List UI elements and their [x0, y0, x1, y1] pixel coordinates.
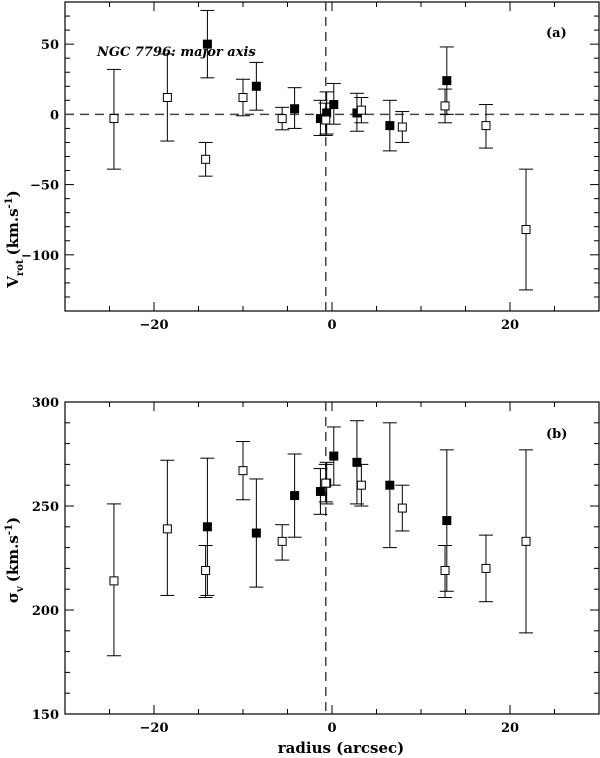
panel-b-velocity-dispersion: −20 0 20 300 250 200 150 (b) σv (km.s-1) radius…	[4, 396, 600, 757]
panel-a-open-square-point	[481, 121, 491, 131]
panel-a-ylabel-exp: -1	[4, 197, 15, 208]
panel-a-filled-square-point	[329, 100, 339, 110]
panel-b-plot-area: −20 0 20 300 250 200 150	[32, 396, 600, 736]
panel-b-y-axis-label: σv (km.s-1)	[4, 517, 26, 603]
panel-a-y-tick-label: −50	[30, 179, 59, 194]
panel-b-open-square-point	[440, 565, 450, 575]
panel-b-x-tick-label: −20	[140, 721, 169, 736]
panel-a-filled-square-point	[202, 39, 212, 49]
panel-b-filled-square-point	[385, 480, 395, 490]
panel-a-open-square-point	[321, 115, 331, 125]
panel-b-filled-square-point	[202, 522, 212, 532]
panel-a-ylabel-units: (km.s	[4, 208, 22, 255]
panel-b-open-square-point	[238, 466, 248, 476]
panel-a-open-square-point	[521, 225, 531, 235]
panel-a-filled-square-point	[290, 104, 300, 114]
panel-a-ylabel-close: )	[4, 190, 22, 197]
panel-a-open-square-point	[162, 93, 172, 103]
panel-b-ylabel-units: (km.s	[4, 535, 22, 582]
panel-a-y-tick-label: 0	[50, 108, 59, 123]
panel-a-y-tick-label: −100	[21, 249, 59, 264]
panel-a-x-tick-label: 20	[501, 318, 519, 333]
panel-b-y-tick-label: 200	[32, 604, 59, 619]
panel-a-open-square-point	[277, 114, 287, 124]
panel-b-open-square-point	[321, 478, 331, 488]
panel-a-annotation: NGC 7796: major axis	[96, 45, 256, 60]
panel-a-plot-area: −20 0 20 50 0 −50 −100	[21, 1, 600, 333]
panel-a-filled-square-point	[385, 121, 395, 131]
panel-b-open-square-point	[277, 536, 287, 546]
panel-b-open-square-point	[521, 536, 531, 546]
panel-b-filled-square-point	[329, 451, 339, 461]
panel-b-x-tick-label: 0	[327, 721, 336, 736]
panel-b-open-square-point	[109, 576, 119, 586]
panel-b-open-square-point	[201, 565, 211, 575]
panel-b-tag: (b)	[546, 427, 567, 442]
panel-a-open-square-point	[201, 154, 211, 164]
panel-a-filled-square-point	[442, 76, 452, 86]
panel-a-tag: (a)	[546, 26, 567, 41]
panel-b-y-tick-label: 150	[32, 708, 59, 723]
panel-a-y-tick-label: 50	[41, 38, 59, 53]
panel-a-open-square-point	[356, 105, 366, 115]
panel-b-filled-square-point	[442, 516, 452, 526]
panel-a-ylabel-main: V	[4, 276, 22, 289]
panel-b-filled-square-point	[251, 528, 261, 538]
panel-a-x-tick-label: −20	[140, 318, 169, 333]
panel-b-ylabel-main: σ	[4, 592, 22, 603]
panel-a-open-square-point	[238, 93, 248, 103]
panel-b-open-square-point	[481, 563, 491, 573]
panel-a-x-tick-label: 0	[327, 318, 336, 333]
panel-b-ylabel-close: )	[4, 517, 22, 524]
panel-b-y-tick-label: 300	[32, 396, 59, 411]
panel-b-open-square-point	[397, 503, 407, 513]
panel-a-rotation-velocity: −20 0 20 50 0 −50 −100 NGC 7796: major axis (a…	[4, 1, 600, 333]
panel-b-x-axis-label: radius (arcsec)	[278, 739, 404, 757]
panel-b-frame	[64, 401, 600, 715]
panel-b-filled-square-point	[315, 486, 325, 496]
panel-b-open-square-point	[356, 480, 366, 490]
panel-b-open-square-point	[162, 524, 172, 534]
panel-b-filled-square-point	[352, 457, 362, 467]
panel-a-open-square-point	[397, 122, 407, 132]
panel-a-ylabel-sub: rot	[15, 259, 26, 276]
panel-b-filled-square-point	[290, 491, 300, 501]
panel-b-x-tick-label: 20	[501, 721, 519, 736]
panel-b-ylabel-exp: -1	[4, 524, 15, 535]
panel-a-open-square-point	[440, 101, 450, 111]
panel-b-ylabel-sub: v	[15, 585, 26, 593]
panel-a-filled-square-point	[251, 81, 261, 91]
panel-a-y-axis-label: Vrot (km.s-1)	[4, 190, 26, 288]
panel-b-y-tick-label: 250	[32, 500, 59, 515]
panel-a-open-square-point	[109, 114, 119, 124]
